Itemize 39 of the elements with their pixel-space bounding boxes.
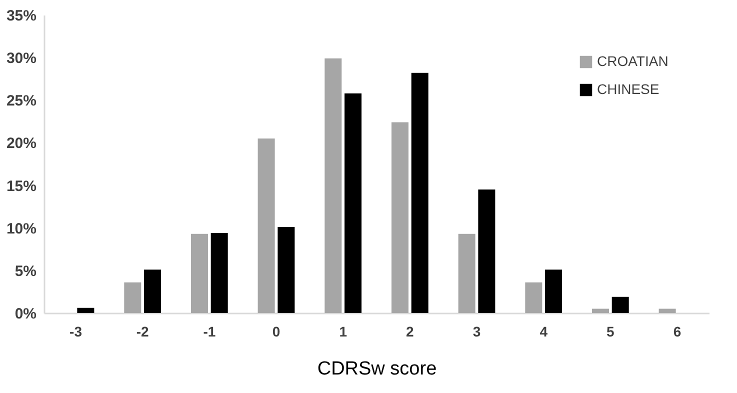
bar <box>592 308 609 313</box>
legend-label: CHINESE <box>597 81 660 97</box>
bar <box>324 58 342 313</box>
bar <box>278 227 295 313</box>
y-tick-label: 5% <box>14 262 36 280</box>
y-tick-label: 35% <box>6 8 36 24</box>
bar <box>258 138 275 313</box>
legend-label: CROATIAN <box>597 53 668 69</box>
bar <box>612 296 629 313</box>
bar <box>344 93 362 313</box>
bar <box>77 308 94 313</box>
x-tick-label: 2 <box>406 324 414 340</box>
y-tick-label: 25% <box>6 92 36 110</box>
bar <box>391 122 408 313</box>
x-tick-label: -2 <box>136 324 150 340</box>
bar <box>545 270 562 313</box>
y-tick-label: 0% <box>14 306 36 322</box>
bar <box>190 234 208 313</box>
x-tick-label: 5 <box>606 324 615 340</box>
x-tick-label: 4 <box>540 324 548 340</box>
bar <box>458 234 476 313</box>
x-tick-label: -3 <box>70 324 82 340</box>
y-tick-label: 20% <box>6 135 36 152</box>
x-tick-label: 3 <box>472 324 481 340</box>
bar <box>658 308 676 313</box>
y-tick-label: 30% <box>6 50 36 68</box>
bar <box>525 282 542 313</box>
x-tick-label: 1 <box>339 324 348 340</box>
y-tick-label: 10% <box>6 220 36 238</box>
bar <box>124 282 142 313</box>
x-axis-title: CDRSw score <box>317 358 437 380</box>
bar <box>478 190 496 313</box>
x-tick-label: 0 <box>272 324 280 340</box>
bar <box>210 232 228 313</box>
y-tick-label: 15% <box>6 178 36 195</box>
x-tick-label: -1 <box>203 324 216 340</box>
x-tick-label: 6 <box>673 324 682 340</box>
bar <box>411 72 428 313</box>
bar <box>144 270 162 313</box>
